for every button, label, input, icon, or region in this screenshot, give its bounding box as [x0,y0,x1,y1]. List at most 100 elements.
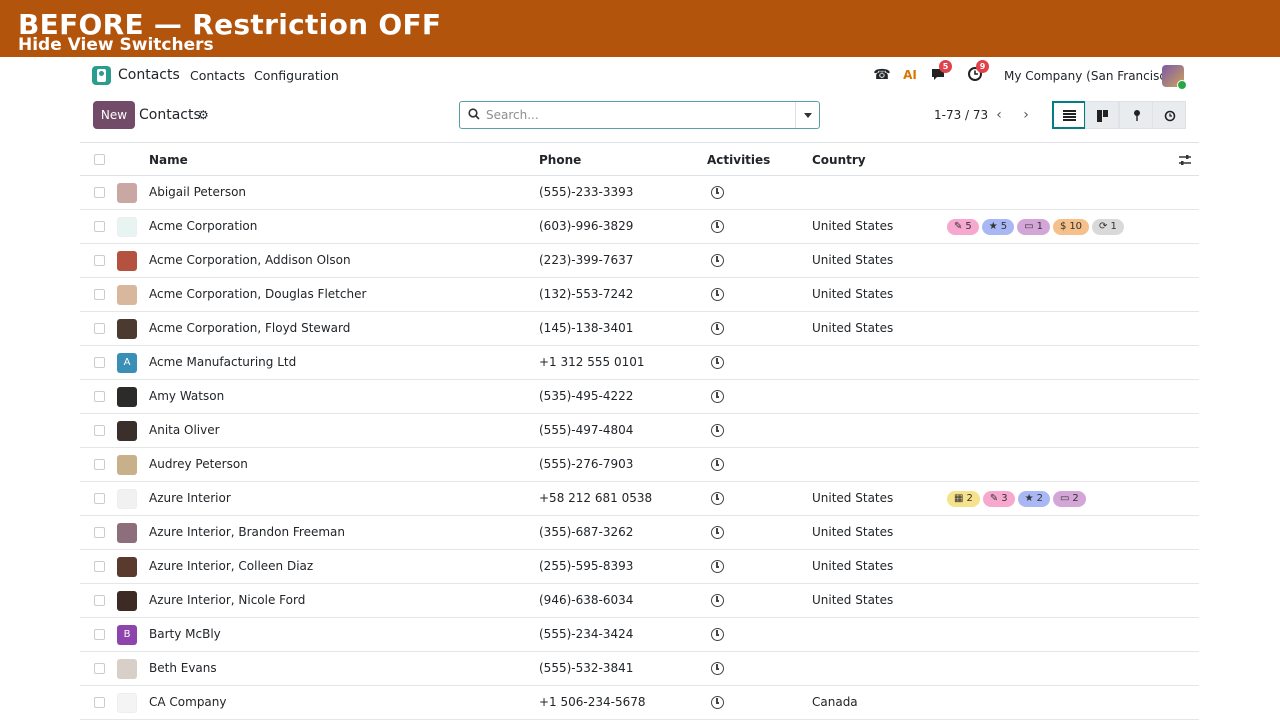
pager-next-button[interactable]: › [1023,107,1029,123]
contact-phone: (132)-553-7242 [539,287,634,301]
phone-icon[interactable]: ☎ [873,67,891,83]
company-switcher[interactable]: My Company (San Francisco) [1004,69,1178,83]
activity-clock-icon[interactable] [711,220,724,233]
table-row[interactable]: Abigail Peterson (555)-233-3393 [80,176,1199,210]
annotation-banner: BEFORE — Restriction OFF Hide View Switc… [0,0,1280,57]
kanban-view-icon [1097,110,1108,122]
row-checkbox[interactable] [94,493,105,504]
contact-name: Azure Interior [149,491,231,505]
tag-badge[interactable]: ▭ 1 [1017,219,1050,235]
activity-clock-icon[interactable] [711,492,724,505]
table-row[interactable]: Beth Evans (555)-532-3841 [80,652,1199,686]
contact-name: Amy Watson [149,389,225,403]
row-checkbox[interactable] [94,697,105,708]
contact-phone: (603)-996-3829 [539,219,634,233]
table-row[interactable]: Acme Corporation (603)-996-3829 United Sta… [80,210,1199,244]
table-row[interactable]: CA Company +1 506-234-5678 Canada [80,686,1199,720]
row-checkbox[interactable] [94,255,105,266]
tag-badge[interactable]: ▦ 2 [947,491,980,507]
tag-badge[interactable]: ✎ 3 [982,491,1015,507]
table-row[interactable]: Anita Oliver (555)-497-4804 [80,414,1199,448]
tag-icon: ⟳ [1099,221,1108,232]
tag-badge[interactable]: ✎ 5 [947,219,979,235]
tag-count: 2 [1072,493,1079,504]
row-checkbox[interactable] [94,323,105,334]
activity-clock-icon[interactable] [711,288,724,301]
table-row[interactable]: Azure Interior, Colleen Diaz (255)-595-83… [80,550,1199,584]
row-checkbox[interactable] [94,391,105,402]
messages-icon[interactable]: 5 [929,60,952,84]
menu-configuration[interactable]: Configuration [254,68,339,83]
activity-clock-icon[interactable] [711,628,724,641]
tag-badge[interactable]: ★ 2 [1017,491,1050,507]
select-all-checkbox[interactable] [94,154,105,165]
user-avatar[interactable] [1162,65,1187,90]
table-row[interactable]: Azure Interior +58 212 681 0538 United Sta… [80,482,1199,516]
activity-clock-icon[interactable] [711,254,724,267]
column-name-header[interactable]: Name [149,153,188,167]
activity-clock-icon[interactable] [711,696,724,709]
table-row[interactable]: Acme Corporation, Floyd Steward (145)-138… [80,312,1199,346]
search-options-toggle[interactable] [795,102,819,128]
menu-contacts[interactable]: Contacts [190,68,246,83]
search-bar[interactable]: Search... [459,101,820,129]
activity-clock-icon[interactable] [711,424,724,437]
contact-phone: +1 506-234-5678 [539,695,646,709]
activity-clock-icon[interactable] [711,662,724,675]
kanban-view-button[interactable] [1085,101,1119,129]
row-checkbox[interactable] [94,663,105,674]
row-checkbox[interactable] [94,357,105,368]
table-row[interactable]: Azure Interior, Brandon Freeman (355)-687… [80,516,1199,550]
activities-clock-icon[interactable]: 9 [966,60,989,84]
search-input[interactable]: Search... [486,108,539,122]
tag-count: 10 [1069,221,1083,232]
row-checkbox[interactable] [94,595,105,606]
table-row[interactable]: Acme Corporation, Addison Olson (223)-399… [80,244,1199,278]
banner-title: BEFORE — Restriction OFF [18,8,442,41]
tag-badge[interactable]: ▭ 2 [1052,491,1086,507]
row-checkbox[interactable] [94,527,105,538]
messages-badge: 5 [939,60,952,73]
app-name[interactable]: Contacts [118,67,180,83]
activity-clock-icon[interactable] [711,356,724,369]
contacts-app-icon[interactable] [92,66,111,85]
map-view-button[interactable] [1119,101,1153,129]
row-checkbox[interactable] [94,561,105,572]
row-checkbox[interactable] [94,221,105,232]
table-row[interactable]: Amy Watson (535)-495-4222 [80,380,1199,414]
table-row[interactable]: Acme Corporation, Douglas Fletcher (132)-… [80,278,1199,312]
list-view-button[interactable] [1052,101,1086,129]
column-activities-header[interactable]: Activities [707,153,771,167]
activity-clock-icon[interactable] [711,390,724,403]
activity-view-button[interactable] [1152,101,1186,129]
tag-badge[interactable]: $10 [1052,219,1090,235]
table-row[interactable]: A Acme Manufacturing Ltd +1 312 555 0101 [80,346,1199,380]
row-checkbox[interactable] [94,425,105,436]
contact-phone: (555)-234-3424 [539,627,634,641]
activity-clock-icon[interactable] [711,458,724,471]
table-row[interactable]: Audrey Peterson (555)-276-7903 [80,448,1199,482]
activity-clock-icon[interactable] [711,526,724,539]
new-button[interactable]: New [93,101,135,129]
optional-columns-icon[interactable] [1178,153,1192,167]
tag-badge[interactable]: ⟳ 1 [1092,219,1124,235]
activity-clock-icon[interactable] [711,594,724,607]
gear-icon[interactable]: ⚙ [198,108,209,122]
activity-clock-icon[interactable] [711,186,724,199]
column-phone-header[interactable]: Phone [539,153,582,167]
row-checkbox[interactable] [94,459,105,470]
tag-badge[interactable]: ★ 5 [981,219,1015,235]
activity-clock-icon[interactable] [711,560,724,573]
tag-count: 5 [1000,221,1008,232]
row-checkbox[interactable] [94,629,105,640]
activity-clock-icon[interactable] [711,322,724,335]
column-country-header[interactable]: Country [812,153,866,167]
tag-icon: ▭ [1059,493,1070,504]
row-checkbox[interactable] [94,187,105,198]
pager-previous-button[interactable]: ‹ [996,107,1002,123]
table-row[interactable]: B Barty McBly (555)-234-3424 [80,618,1199,652]
table-row[interactable]: Azure Interior, Nicole Ford (946)-638-603… [80,584,1199,618]
row-checkbox[interactable] [94,289,105,300]
ai-icon[interactable]: AI [903,68,917,82]
pager-value[interactable]: 1-73 / 73 [934,108,989,122]
